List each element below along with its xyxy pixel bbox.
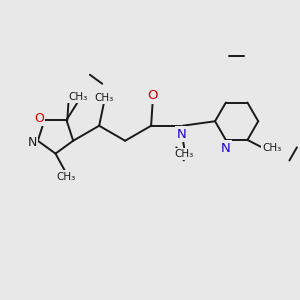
Text: O: O: [34, 112, 44, 125]
Text: N: N: [28, 136, 37, 149]
Text: CH₃: CH₃: [94, 92, 113, 103]
Text: CH₃: CH₃: [175, 149, 194, 159]
Text: CH₃: CH₃: [69, 92, 88, 102]
Text: O: O: [147, 89, 158, 102]
Text: CH₃: CH₃: [56, 172, 76, 182]
Text: N: N: [221, 142, 231, 155]
Text: N: N: [176, 128, 186, 141]
Text: CH₃: CH₃: [263, 143, 282, 153]
